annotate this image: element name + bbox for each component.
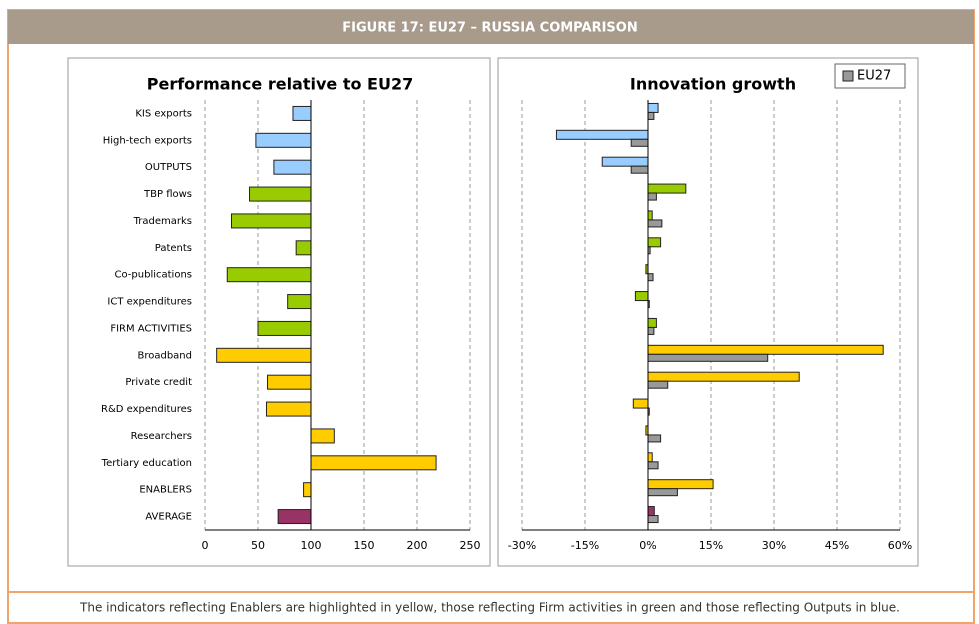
y-tick-label: OUTPUTS	[145, 162, 192, 173]
bar	[630, 138, 649, 147]
x-tick-label: 100	[301, 539, 322, 552]
bar	[634, 291, 649, 302]
chart-title: Innovation growth	[630, 75, 796, 94]
x-tick-label: -15%	[571, 539, 599, 552]
y-tick-label: Co-publications	[115, 270, 192, 281]
x-tick-label: 150	[354, 539, 375, 552]
bar	[257, 320, 312, 336]
bar	[647, 434, 662, 443]
x-tick-label: 50	[251, 539, 265, 552]
bar	[647, 506, 655, 517]
bar	[303, 482, 312, 498]
caption: The indicators reflecting Enablers are h…	[79, 601, 900, 615]
y-tick-label: TBP flows	[143, 189, 192, 200]
legend-label: EU27	[857, 69, 891, 84]
bar	[647, 371, 800, 382]
x-tick-label: 200	[407, 539, 428, 552]
x-tick-label: 15%	[699, 539, 723, 552]
bar	[632, 398, 649, 409]
x-tick-label: 60%	[888, 539, 912, 552]
bar	[647, 488, 678, 497]
bar	[647, 380, 669, 389]
bar	[555, 129, 649, 140]
bar	[647, 210, 653, 221]
bar	[647, 515, 659, 524]
bar	[216, 347, 312, 363]
bar	[601, 156, 649, 167]
bar	[647, 192, 657, 201]
chart-title: Performance relative to EU27	[147, 75, 413, 94]
x-tick-label: 250	[460, 539, 481, 552]
bar	[231, 213, 312, 229]
y-tick-label: R&D expenditures	[101, 404, 192, 415]
bar	[255, 132, 312, 148]
bar	[647, 183, 687, 194]
bar	[647, 461, 659, 470]
bar	[267, 374, 312, 390]
bar	[292, 105, 312, 121]
bar	[647, 219, 663, 228]
y-tick-label: KIS exports	[135, 108, 192, 119]
y-tick-label: Researchers	[131, 431, 192, 442]
y-tick-label: High-tech exports	[103, 135, 192, 146]
bar	[310, 428, 335, 444]
bar	[647, 102, 659, 113]
bar	[647, 452, 653, 463]
bar	[277, 509, 312, 525]
y-tick-label: Private credit	[125, 377, 192, 388]
x-tick-label: 0	[202, 539, 209, 552]
bar	[647, 344, 884, 355]
x-tick-label: 0%	[639, 539, 656, 552]
bar	[647, 317, 657, 328]
bar	[647, 111, 655, 120]
x-tick-label: 30%	[762, 539, 786, 552]
x-tick-label: 45%	[825, 539, 849, 552]
bar	[647, 326, 655, 335]
x-tick-label: -30%	[508, 539, 536, 552]
bar	[630, 165, 649, 174]
y-tick-label: Broadband	[137, 350, 192, 361]
bar	[647, 273, 654, 282]
y-tick-label: Tertiary education	[101, 458, 192, 469]
bar	[265, 401, 312, 417]
header	[8, 10, 974, 44]
figure-title: FIGURE 17: EU27 – RUSSIA COMPARISON	[342, 21, 637, 36]
bar	[647, 353, 769, 362]
bar	[287, 294, 312, 310]
y-tick-label: ICT expenditures	[107, 297, 192, 308]
bar	[273, 159, 312, 175]
bar	[647, 479, 714, 490]
bar	[226, 267, 312, 283]
bar	[249, 186, 312, 202]
bar	[647, 237, 662, 248]
y-tick-label: Trademarks	[133, 216, 192, 227]
bar	[310, 455, 437, 471]
y-tick-label: AVERAGE	[145, 512, 192, 523]
y-tick-label: Patents	[155, 243, 192, 254]
y-tick-label: ENABLERS	[139, 485, 192, 496]
y-tick-label: FIRM ACTIVITIES	[110, 323, 192, 334]
bar	[295, 240, 312, 256]
legend-swatch	[842, 70, 854, 82]
